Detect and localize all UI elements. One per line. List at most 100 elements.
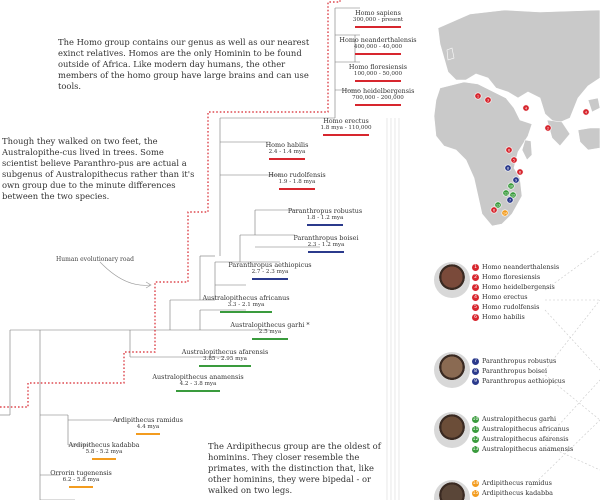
species-label: Paranthropus aethiopicus 2.7 - 2.3 mya — [210, 261, 330, 280]
species-label: Australopithecus afarensis 3.85 - 2.95 my… — [165, 348, 285, 367]
species-label: Ardipithecus ramidus 4.4 mya — [88, 416, 208, 435]
map-pin-number: 8 — [507, 166, 509, 170]
species-date-bar — [323, 133, 369, 136]
map-pin-number: 12 — [511, 193, 515, 197]
map-pin — [582, 108, 590, 116]
australopithecus-intro-text: Though they walked on two feet, the Aust… — [2, 136, 195, 201]
connector-line — [529, 419, 600, 489]
map-pin — [516, 168, 524, 176]
legend-item: 1 Homo neanderthalensis — [472, 262, 600, 272]
species-date-bar — [176, 389, 220, 392]
legend-label: Australopithecus afarensis — [482, 435, 569, 443]
species-dates: 4.2 - 3.8 mya — [179, 381, 217, 388]
legend-number-badge: 12 — [472, 435, 479, 443]
species-date-bar — [355, 25, 401, 28]
legend-label: Paranthropus boisei — [482, 367, 547, 375]
evolutionary-road-path — [0, 0, 341, 408]
tree-branches — [0, 7, 360, 500]
map-pin-number: 6 — [493, 208, 495, 212]
legend-label: Ardipithecus ramidus — [482, 479, 552, 487]
homo-portrait — [434, 262, 470, 298]
road-label: Human evolutionary road — [56, 256, 134, 263]
species-label: Homo heidelbergensis 700,000 - 200,000 — [318, 87, 438, 106]
legend-number-badge: 2 — [472, 273, 479, 281]
legend-label: Australopithecus garhi — [482, 415, 557, 423]
species-name: Orrorin tugenensis — [50, 469, 112, 477]
species-name: Ardipithecus ramidus — [113, 416, 183, 424]
species-name: Homo neanderthalensis — [339, 36, 417, 44]
legend-number-badge: 5 — [472, 303, 479, 311]
species-date-bar — [92, 457, 116, 460]
land-shape — [433, 81, 533, 227]
map-pin — [501, 209, 509, 217]
map-pin — [505, 146, 513, 154]
map-pin — [474, 92, 482, 100]
legend-number-badge: 10 — [472, 415, 479, 423]
species-name: Australopithecus garhi * — [230, 321, 310, 329]
land-shape — [546, 119, 571, 147]
species-name: Australopithecus anamensis — [152, 373, 244, 381]
legend-number-badge: 14 — [472, 479, 479, 487]
species-dates: 2.4 - 1.4 mya — [268, 149, 306, 156]
land-shape — [446, 47, 455, 61]
timeline-grid — [386, 118, 400, 500]
legend-item: 5 Homo rudolfensis — [472, 302, 600, 312]
connector-line — [544, 379, 600, 441]
species-label: Ardipithecus kadabba 5.8 - 5.2 mya — [44, 441, 164, 460]
legend-number-badge: 15 — [472, 489, 479, 497]
legend-item: 11 Australopithecus africanus — [472, 424, 600, 434]
species-name: Homo rudolfensis — [268, 171, 326, 179]
legend-number-badge: 9 — [472, 377, 479, 385]
species-label: Homo rudolfensis 1.9 - 1.8 mya — [237, 171, 357, 190]
map-pin-number: 4 — [525, 106, 527, 110]
species-name: Paranthropus boisei — [293, 234, 359, 242]
species-name: Ardipithecus kadabba — [68, 441, 140, 449]
species-name: Homo floresiensis — [348, 63, 408, 71]
map-pin-number: 4 — [585, 110, 587, 114]
connector-line — [544, 299, 600, 371]
homo-intro-text: The Homo group contains our genus as wel… — [58, 37, 310, 91]
land-shape — [437, 9, 600, 125]
paranthropus-portrait — [434, 352, 470, 388]
ardipithecus-portrait — [434, 480, 470, 500]
legend-label: Australopithecus anamensis — [482, 445, 574, 453]
legend-group-australopithecus: 10 Australopithecus garhi 11 Australopithec… — [472, 414, 600, 454]
legend-label: Homo habilis — [482, 313, 525, 321]
legend-number-badge: 8 — [472, 367, 479, 375]
legend-label: Homo floresiensis — [482, 273, 541, 281]
legend-label: Homo rudolfensis — [482, 303, 540, 311]
species-dates: 400,000 - 40,000 — [353, 44, 403, 51]
species-date-bar — [220, 310, 272, 313]
legend-item: 2 Homo floresiensis — [472, 272, 600, 282]
ardipithecus-intro-text: The Ardipithecus group are the oldest of… — [208, 441, 381, 495]
species-label: Australopithecus africanus 3.3 - 2.1 mya — [186, 294, 306, 313]
species-dates: 5.8 - 5.2 mya — [85, 449, 123, 456]
map-pin-number: 13 — [496, 203, 500, 207]
legend-item: 7 Paranthropus robustus — [472, 356, 600, 366]
species-dates: 1.9 - 1.8 mya — [278, 179, 316, 186]
map-pin-number: 10 — [509, 184, 513, 188]
species-date-bar — [308, 250, 344, 253]
species-date-bar — [252, 337, 288, 340]
legend-item: 6 Homo habilis — [472, 312, 600, 322]
species-dates: 2.5 mya — [258, 329, 282, 336]
species-label: Australopithecus garhi * 2.5 mya — [210, 321, 330, 340]
legend-item: 9 Paranthropus aethiopicus — [472, 376, 600, 386]
legend-label: Homo heidelbergensis — [482, 283, 555, 291]
species-dates: 1.8 - 1.2 mya — [306, 215, 344, 222]
species-date-bar — [307, 223, 343, 226]
legend-number-badge: 1 — [472, 263, 479, 271]
legend-number-badge: 13 — [472, 445, 479, 453]
map-pin — [504, 164, 512, 172]
species-label: Australopithecus anamensis 4.2 - 3.8 mya — [138, 373, 258, 392]
map-pin — [522, 104, 530, 112]
world-map — [433, 9, 600, 227]
species-dates: 700,000 - 200,000 — [352, 95, 404, 102]
map-pin — [502, 189, 510, 197]
legend-label: Australopithecus africanus — [482, 425, 570, 433]
species-date-bar — [252, 277, 288, 280]
map-pin — [506, 196, 514, 204]
